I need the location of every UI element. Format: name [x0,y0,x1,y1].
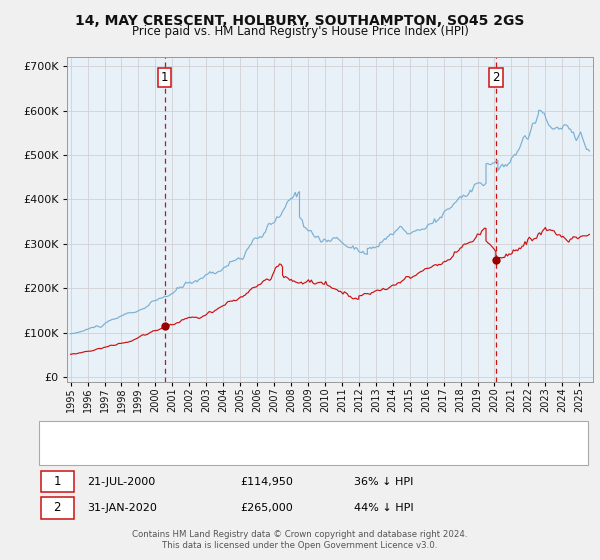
Text: £114,950: £114,950 [240,477,293,487]
Text: £265,000: £265,000 [240,503,293,513]
Text: 31-JAN-2020: 31-JAN-2020 [87,503,157,513]
Text: 1: 1 [161,72,169,85]
Text: This data is licensed under the Open Government Licence v3.0.: This data is licensed under the Open Gov… [163,542,437,550]
Text: HPI: Average price, detached house, New Forest: HPI: Average price, detached house, New … [96,449,336,459]
Text: 1: 1 [53,475,61,488]
Text: 44% ↓ HPI: 44% ↓ HPI [354,503,413,513]
Text: 36% ↓ HPI: 36% ↓ HPI [354,477,413,487]
Text: 21-JUL-2000: 21-JUL-2000 [87,477,155,487]
Text: 2: 2 [492,72,500,85]
Text: 2: 2 [53,501,61,515]
Text: 14, MAY CRESCENT, HOLBURY, SOUTHAMPTON, SO45 2GS: 14, MAY CRESCENT, HOLBURY, SOUTHAMPTON, … [76,14,524,28]
Text: 14, MAY CRESCENT, HOLBURY, SOUTHAMPTON, SO45 2GS (detached house): 14, MAY CRESCENT, HOLBURY, SOUTHAMPTON, … [96,431,476,441]
Text: Contains HM Land Registry data © Crown copyright and database right 2024.: Contains HM Land Registry data © Crown c… [132,530,468,539]
Text: Price paid vs. HM Land Registry's House Price Index (HPI): Price paid vs. HM Land Registry's House … [131,25,469,38]
